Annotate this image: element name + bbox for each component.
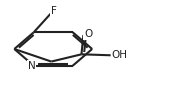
Text: F: F bbox=[51, 6, 57, 16]
Text: OH: OH bbox=[112, 50, 128, 60]
Text: N: N bbox=[28, 61, 35, 71]
Text: O: O bbox=[84, 29, 92, 39]
